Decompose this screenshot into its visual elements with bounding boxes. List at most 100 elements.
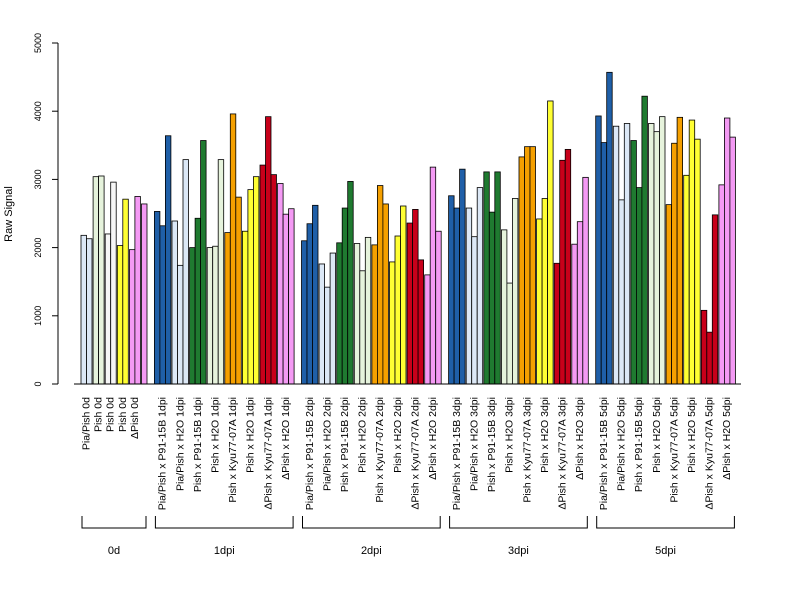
group-bracket	[154, 516, 294, 529]
bar	[606, 71, 613, 385]
bar	[128, 249, 136, 385]
y-tick-label: 2000	[33, 238, 43, 258]
bar	[134, 196, 141, 385]
x-tick-label: Pish x P91-15B 3dpi	[486, 397, 498, 492]
bar	[288, 208, 295, 385]
bar	[600, 142, 608, 385]
bar	[453, 207, 461, 385]
bar	[364, 236, 372, 385]
x-tick-label: ΔPish x H2O 3dpi	[574, 397, 586, 480]
bar	[217, 159, 225, 385]
bar	[688, 119, 696, 385]
x-tick-label: ΔPish x H2O 5dpi	[721, 397, 733, 480]
bar	[483, 171, 490, 385]
bar	[612, 125, 620, 385]
y-tick-label: 1000	[33, 306, 43, 326]
bar	[648, 123, 655, 385]
bar	[229, 113, 237, 385]
bar	[116, 245, 124, 385]
x-tick-label: ΔPish 0d	[129, 397, 141, 439]
x-tick-label: Pish x H2O 1dpi	[245, 397, 257, 473]
bar	[582, 176, 589, 385]
bar	[671, 142, 678, 385]
bar	[282, 213, 290, 385]
bar	[247, 189, 254, 385]
bar	[694, 138, 701, 385]
y-axis: 0 1000 2000 3000 4000 5000	[33, 33, 59, 387]
x-tick-label: Pish x H2O 3dpi	[539, 397, 551, 473]
group-label: 1dpi	[214, 545, 235, 557]
bar	[541, 198, 548, 385]
x-tick-label: Pish x P91-15B 2dpi	[339, 397, 351, 492]
bar	[80, 234, 87, 385]
bar	[471, 236, 478, 385]
bar	[665, 204, 672, 385]
bar	[324, 286, 331, 385]
x-tick-label: Pish x P91-15B 5dpi	[633, 397, 645, 492]
group-label: 5dpi	[655, 545, 676, 557]
x-tick-label: Pish x H2O 2dpi	[357, 397, 369, 473]
bar	[659, 116, 666, 385]
x-tick-label: Pia/Pish x P91-15B 2dpi	[304, 397, 316, 510]
bars	[80, 71, 736, 385]
bar	[512, 198, 519, 385]
bar	[206, 247, 214, 385]
bar	[336, 242, 343, 385]
x-tick-label: ΔPish x H2O 1dpi	[280, 397, 292, 480]
bar	[301, 240, 308, 385]
bar	[177, 264, 184, 385]
bar	[406, 222, 414, 385]
bar	[553, 262, 561, 385]
x-tick-label: Pia/Pish x P91-15B 1dpi	[157, 397, 169, 510]
bar	[200, 140, 207, 385]
bar	[683, 174, 690, 385]
group-label: 2dpi	[361, 545, 382, 557]
y-axis-label: Raw Signal	[3, 186, 15, 242]
bar	[189, 247, 196, 385]
bar	[576, 221, 584, 385]
bar	[494, 171, 501, 385]
bar	[270, 174, 277, 385]
x-tick-label: Pish x P91-15B 1dpi	[192, 397, 204, 492]
bar	[171, 220, 178, 385]
y-tick-label: 5000	[33, 33, 43, 53]
x-tick-label: Pish x H2O 1dpi	[209, 397, 221, 473]
x-tick-label: ΔPish x Kyu77-07A 3dpi	[556, 397, 568, 510]
group-label: 3dpi	[508, 545, 529, 557]
bar	[424, 274, 431, 385]
bar	[341, 207, 349, 385]
group-label: 0d	[108, 545, 120, 557]
y-tick-label: 0	[33, 381, 43, 386]
bar	[412, 209, 419, 385]
bar	[265, 116, 272, 385]
group-bracket	[81, 516, 147, 529]
bar	[224, 232, 231, 385]
bar	[86, 238, 93, 385]
x-tick-label: ΔPish x Kyu77-07A 5dpi	[704, 397, 716, 510]
bar	[653, 131, 660, 385]
bar	[706, 331, 713, 385]
bar	[382, 203, 389, 385]
bar	[312, 204, 319, 385]
bar	[595, 115, 602, 385]
bar	[252, 176, 260, 385]
x-tick-label: Pish 0d	[93, 397, 105, 432]
bar	[564, 148, 572, 385]
bar	[122, 198, 129, 385]
bar	[500, 229, 508, 385]
x-tick-label: Pia/Pish x P91-15B 3dpi	[451, 397, 463, 510]
bar	[347, 181, 354, 385]
bar	[371, 244, 378, 385]
bar	[212, 245, 219, 385]
bar	[159, 225, 166, 385]
bar	[641, 95, 648, 385]
bar	[506, 282, 513, 385]
bar	[194, 217, 202, 385]
x-tick-label: Pish x Kyu77-07A 5dpi	[668, 397, 680, 503]
bar	[164, 135, 172, 385]
bar	[718, 184, 725, 385]
bar	[429, 166, 437, 385]
bar	[92, 176, 99, 385]
group-bracket	[596, 516, 735, 529]
